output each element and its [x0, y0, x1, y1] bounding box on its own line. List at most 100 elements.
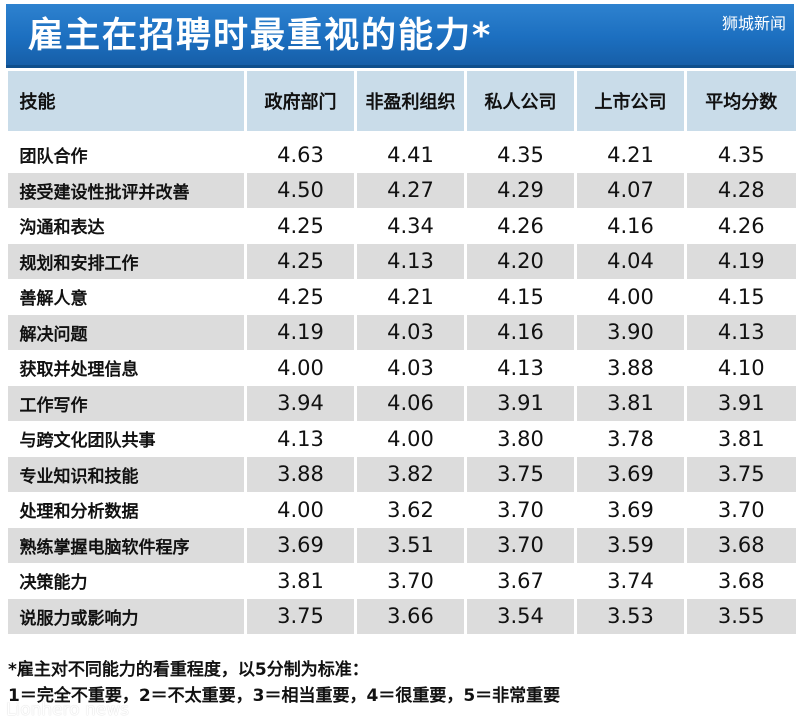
title-bar: 雇主在招聘时最重视的能力* 狮城新闻 [6, 4, 794, 68]
footnote-line-2: 1＝完全不重要，2＝不太重要，3＝相当重要，4＝很重要，5＝非常重要 [8, 686, 561, 706]
score-cell: 3.74 [574, 563, 686, 599]
table-row: 善解人意 4.25 4.21 4.15 4.00 4.15 [7, 279, 796, 315]
score-cell: 4.21 [574, 137, 686, 173]
score-cell: 3.75 [464, 456, 576, 492]
score-cell: 3.81 [244, 563, 356, 599]
score-cell: 4.29 [464, 172, 576, 208]
table-row: 处理和分析数据 4.00 3.62 3.70 3.69 3.70 [7, 492, 796, 528]
score-cell: 4.03 [354, 314, 466, 350]
score-cell: 3.70 [684, 492, 796, 528]
score-cell: 4.35 [684, 137, 796, 173]
skills-table: 技能 政府部门 非盈利组织 私人公司 上市公司 平均分数 团队合作 4.63 4.4… [6, 71, 796, 634]
table-row: 接受建设性批评并改善 4.50 4.27 4.29 4.07 4.28 [7, 172, 796, 208]
table-row: 工作写作 3.94 4.06 3.91 3.81 3.91 [7, 385, 796, 421]
score-cell: 3.66 [354, 598, 466, 634]
table-body: 团队合作 4.63 4.41 4.35 4.21 4.35 接受建设性批评并改善 4.50 4.… [6, 131, 796, 634]
score-cell: 4.63 [244, 137, 356, 173]
score-cell: 4.13 [244, 421, 356, 457]
skill-cell: 团队合作 [7, 137, 246, 173]
score-cell: 4.16 [464, 314, 576, 350]
table-row: 团队合作 4.63 4.41 4.35 4.21 4.35 [7, 137, 796, 173]
score-cell: 4.50 [244, 172, 356, 208]
skill-cell: 专业知识和技能 [7, 456, 246, 492]
score-cell: 3.78 [574, 421, 686, 457]
score-cell: 3.91 [464, 385, 576, 421]
score-cell: 3.70 [464, 492, 576, 528]
page-title: 雇主在招聘时最重视的能力* [28, 16, 493, 56]
column-header: 上市公司 [574, 71, 686, 131]
score-cell: 4.19 [684, 243, 796, 279]
score-cell: 4.20 [464, 243, 576, 279]
table-row: 沟通和表达 4.25 4.34 4.26 4.16 4.26 [7, 208, 796, 244]
skill-cell: 处理和分析数据 [7, 492, 246, 528]
score-cell: 4.00 [244, 350, 356, 386]
score-cell: 3.62 [354, 492, 466, 528]
score-cell: 4.25 [244, 243, 356, 279]
score-cell: 3.69 [574, 492, 686, 528]
score-cell: 3.75 [244, 598, 356, 634]
score-cell: 4.00 [354, 421, 466, 457]
score-cell: 3.69 [244, 527, 356, 563]
score-cell: 4.35 [464, 137, 576, 173]
score-cell: 3.59 [574, 527, 686, 563]
column-header: 非盈利组织 [354, 71, 466, 131]
score-cell: 4.13 [684, 314, 796, 350]
score-cell: 3.68 [684, 527, 796, 563]
score-cell: 3.51 [354, 527, 466, 563]
skill-cell: 决策能力 [7, 563, 246, 599]
table-row: 获取并处理信息 4.00 4.03 4.13 3.88 4.10 [7, 350, 796, 386]
table-row: 解决问题 4.19 4.03 4.16 3.90 4.13 [7, 314, 796, 350]
score-cell: 3.80 [464, 421, 576, 457]
spacer-row [6, 131, 796, 137]
score-cell: 4.41 [354, 137, 466, 173]
score-cell: 4.34 [354, 208, 466, 244]
score-cell: 3.55 [684, 598, 796, 634]
score-cell: 3.88 [244, 456, 356, 492]
skill-cell: 接受建设性批评并改善 [7, 172, 246, 208]
watermark-bottom: Lionhero news [6, 700, 130, 720]
column-header: 技能 [7, 71, 246, 131]
score-cell: 3.69 [574, 456, 686, 492]
score-cell: 4.00 [574, 279, 686, 315]
score-cell: 4.15 [684, 279, 796, 315]
skill-cell: 工作写作 [7, 385, 246, 421]
table-row: 决策能力 3.81 3.70 3.67 3.74 3.68 [7, 563, 796, 599]
score-cell: 3.70 [464, 527, 576, 563]
score-cell: 4.07 [574, 172, 686, 208]
score-cell: 3.81 [684, 421, 796, 457]
score-cell: 4.04 [574, 243, 686, 279]
score-cell: 3.81 [574, 385, 686, 421]
skill-cell: 与跨文化团队共事 [7, 421, 246, 457]
skill-cell: 熟练掌握电脑软件程序 [7, 527, 246, 563]
column-header: 私人公司 [464, 71, 576, 131]
skill-cell: 规划和安排工作 [7, 243, 246, 279]
score-cell: 4.25 [244, 208, 356, 244]
score-cell: 4.26 [464, 208, 576, 244]
column-header: 政府部门 [244, 71, 356, 131]
score-cell: 3.54 [464, 598, 576, 634]
table-row: 规划和安排工作 4.25 4.13 4.20 4.04 4.19 [7, 243, 796, 279]
skill-cell: 善解人意 [7, 279, 246, 315]
footnote: *雇主对不同能力的看重程度，以5分制为标准： 1＝完全不重要，2＝不太重要，3＝… [6, 657, 794, 709]
score-cell: 3.67 [464, 563, 576, 599]
table-row: 说服力或影响力 3.75 3.66 3.54 3.53 3.55 [7, 598, 796, 634]
score-cell: 3.70 [354, 563, 466, 599]
watermark: 狮城新闻 [721, 14, 786, 33]
score-cell: 4.13 [464, 350, 576, 386]
score-cell: 4.25 [244, 279, 356, 315]
score-cell: 3.82 [354, 456, 466, 492]
score-cell: 4.13 [354, 243, 466, 279]
score-cell: 4.06 [354, 385, 466, 421]
score-cell: 4.10 [684, 350, 796, 386]
score-cell: 4.26 [684, 208, 796, 244]
skill-cell: 沟通和表达 [7, 208, 246, 244]
score-cell: 4.03 [354, 350, 466, 386]
score-cell: 4.27 [354, 172, 466, 208]
score-cell: 4.00 [244, 492, 356, 528]
table-header-row: 技能 政府部门 非盈利组织 私人公司 上市公司 平均分数 [7, 71, 796, 131]
table-row: 专业知识和技能 3.88 3.82 3.75 3.69 3.75 [7, 456, 796, 492]
table-row: 熟练掌握电脑软件程序 3.69 3.51 3.70 3.59 3.68 [7, 527, 796, 563]
score-cell: 3.68 [684, 563, 796, 599]
score-cell: 4.16 [574, 208, 686, 244]
score-cell: 4.21 [354, 279, 466, 315]
